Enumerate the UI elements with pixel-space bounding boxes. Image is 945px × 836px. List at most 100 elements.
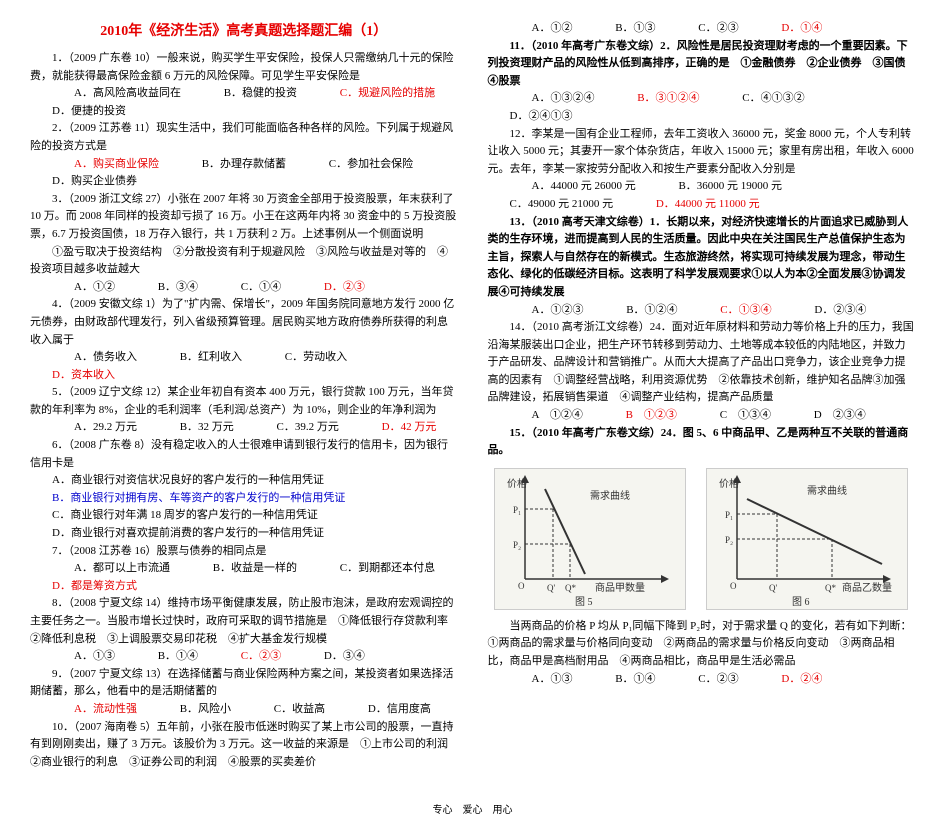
q4-opt-a: A．债务收入 xyxy=(52,349,137,367)
q7-opt-c: C．到期都还本付息 xyxy=(318,560,435,578)
q7-opt-b: B．收益是一样的 xyxy=(191,560,297,578)
q13-opt-a: A．①②③ xyxy=(510,302,584,320)
q4-text: 4．（2009 安徽文综 1）为了"扩内需、保增长"，2009 年国务院同意地方… xyxy=(30,296,458,349)
q12-opt-a: A．44000 元 26000 元 xyxy=(510,178,636,196)
chart-5: 价格 P₁ P₂ O Q' Q* 商品甲数量 需求曲线 图 5 xyxy=(494,468,686,610)
q1-opt-a: A．高风险高收益同在 xyxy=(52,85,181,103)
q15-opt-c: C．②③ xyxy=(676,671,738,689)
q9-opt-d: D．信用度高 xyxy=(346,701,431,719)
q14-opt-c: C ①③④ xyxy=(698,407,771,425)
q10-opt-b: B．①③ xyxy=(593,20,655,38)
q2-options: A．购买商业保险 B．办理存款储蓄 C．参加社会保险 D．购买企业债券 xyxy=(30,156,458,191)
q3-text: 3．（2009 浙江文综 27）小张在 2007 年将 30 万资金全部用于投资… xyxy=(30,191,458,244)
q13-opt-c: C．①③④ xyxy=(698,302,771,320)
q9-opt-c: C．收益高 xyxy=(252,701,325,719)
q8-opt-a: A．①③ xyxy=(52,648,115,666)
q1-text: 1．（2009 广东卷 10）一般来说，购买学生平安保险，投保人只需缴纳几十元的… xyxy=(30,50,458,85)
q3-sub: ①盈亏取决于投资结构 ②分散投资有利于规避风险 ③风险与收益是对等的 ④投资项目… xyxy=(30,244,458,279)
chart5-ylabel: 价格 xyxy=(507,477,527,490)
q2-opt-b: B．办理存款储蓄 xyxy=(180,156,286,174)
q11-options: A．①③②④ B．③①②④ C．④①③② D．②④①③ xyxy=(488,90,916,125)
chart5-curve: 需求曲线 xyxy=(590,489,630,502)
svg-text:O: O xyxy=(518,581,525,591)
q10-opt-d: D．①④ xyxy=(759,20,822,38)
q12-opt-c: C．49000 元 21000 元 xyxy=(488,196,614,214)
chart6-curve: 需求曲线 xyxy=(807,484,847,497)
chart6-p2: P₂ xyxy=(725,535,733,545)
chart5-p2: P₂ xyxy=(513,540,521,550)
q4-opt-c: C．劳动收入 xyxy=(263,349,347,367)
q7-opt-d: D．都是筹资方式 xyxy=(30,578,137,596)
q9-opt-b: B．风险小 xyxy=(158,701,231,719)
q5-text: 5．（2009 辽宁文综 12）某企业年初自有资本 400 万元，银行贷款 10… xyxy=(30,384,458,419)
q1-opt-d: D．便捷的投资 xyxy=(30,103,126,121)
q2-opt-d: D．购买企业债券 xyxy=(30,173,137,191)
q14-opt-d: D ②③④ xyxy=(792,407,866,425)
chart6-ylabel: 价格 xyxy=(719,477,739,490)
q2-text: 2．（2009 江苏卷 11）现实生活中，我们可能面临各种各样的风险。下列属于规… xyxy=(30,120,458,155)
page-footer: 专心 爱心 用心 xyxy=(30,801,915,816)
chart6-q2: Q* xyxy=(825,583,836,593)
chart5-q1: Q' xyxy=(547,583,555,593)
q1-options: A．高风险高收益同在 B．稳健的投资 C．规避风险的措施 D．便捷的投资 xyxy=(30,85,458,120)
q5-options: A．29.2 万元 B．32 万元 C．39.2 万元 D．42 万元 xyxy=(30,419,458,437)
q11-opt-c: C．④①③② xyxy=(720,90,804,108)
q3-opt-a: A．①② xyxy=(52,279,115,297)
q11-opt-d: D．②④①③ xyxy=(488,108,573,126)
chart5-q2: Q* xyxy=(565,583,576,593)
q2-opt-c: C．参加社会保险 xyxy=(307,156,413,174)
q7-options: A．都可以上市流通 B．收益是一样的 C．到期都还本付息 D．都是筹资方式 xyxy=(30,560,458,595)
q14-opt-b: B ①②③ xyxy=(604,407,677,425)
page-container: 2010年《经济生活》高考真题选择题汇编（1） 1．（2009 广东卷 10）一… xyxy=(30,20,915,771)
q8-options: A．①③ B．①④ C．②③ D．③④ xyxy=(30,648,458,666)
q14-text: 14．（2010 高考浙江文综卷）24．面对近年原材料和劳动力等价格上升的压力，… xyxy=(488,319,916,407)
chart5-p1: P₁ xyxy=(513,505,521,515)
chart-6: 价格 P₁ P₂ O Q' Q* 商品乙数量 需求曲线 图 6 xyxy=(706,468,908,610)
q13-label: 13．（2010 高考天津文综卷）1．长期以来，对经济快速增长的片面追求已威胁到… xyxy=(488,216,909,298)
document-title: 2010年《经济生活》高考真题选择题汇编（1） xyxy=(30,20,458,40)
q15-opt-b: B．①④ xyxy=(593,671,655,689)
q4-opt-d: D．资本收入 xyxy=(30,367,115,385)
q15-opt-d: D．②④ xyxy=(759,671,822,689)
q8-opt-b: B．①④ xyxy=(136,648,198,666)
q13-options: A．①②③ B．①②④ C．①③④ D．②③④ xyxy=(488,302,916,320)
q4-opt-b: B．红利收入 xyxy=(158,349,242,367)
q9-opt-a: A．流动性强 xyxy=(52,701,137,719)
q15-opt-a: A．①③ xyxy=(510,671,573,689)
q11-opt-b: B．③①②④ xyxy=(615,90,699,108)
q11-opt-a: A．①③②④ xyxy=(510,90,595,108)
chart6-caption: 图 6 xyxy=(792,596,810,608)
q15-label: 15．（2010 年高考广东卷文综）24．图 5、6 中商品甲、乙是两种互不关联… xyxy=(488,427,909,457)
q6-line-a: A．商业银行对资信状况良好的客户发行的一种信用凭证 xyxy=(30,472,458,490)
q3-opt-c: C．①④ xyxy=(219,279,281,297)
q10-opt-c: C．②③ xyxy=(676,20,738,38)
chart6-p1: P₁ xyxy=(725,510,733,520)
q5-opt-b: B．32 万元 xyxy=(158,419,234,437)
q6-line-b: B．商业银行对拥有房、车等资产的客户发行的一种信用凭证 xyxy=(30,490,458,508)
q9-options: A．流动性强 B．风险小 C．收益高 D．信用度高 xyxy=(30,701,458,719)
q13-opt-b: B．①②④ xyxy=(604,302,677,320)
chart5-xlabel: 商品甲数量 xyxy=(595,581,645,594)
q5-opt-d: D．42 万元 xyxy=(360,419,437,437)
q12-opt-b: B．36000 元 19000 元 xyxy=(656,178,782,196)
q12-options: A．44000 元 26000 元 B．36000 元 19000 元 C．49… xyxy=(488,178,916,213)
q10-text: 10．（2007 海南卷 5）五年前，小张在股市低迷时购买了某上市公司的股票，一… xyxy=(30,719,458,772)
q15-text: 15．（2010 年高考广东卷文综）24．图 5、6 中商品甲、乙是两种互不关联… xyxy=(488,425,916,460)
q7-text: 7．（2008 江苏卷 16）股票与债券的相同点是 xyxy=(30,543,458,561)
q1-opt-b: B．稳健的投资 xyxy=(202,85,297,103)
q14-opt-a: A ①②④ xyxy=(510,407,583,425)
q6-line-c: C．商业银行对年满 18 周岁的客户发行的一种信用凭证 xyxy=(30,507,458,525)
q13-text: 13．（2010 高考天津文综卷）1．长期以来，对经济快速增长的片面追求已威胁到… xyxy=(488,214,916,302)
q15-options: A．①③ B．①④ C．②③ D．②④ xyxy=(488,671,916,689)
q8-opt-c: C．②③ xyxy=(219,648,281,666)
right-column: A．①② B．①③ C．②③ D．①④ 11．（2010 年高考广东卷文综）2．… xyxy=(488,20,916,771)
q7-opt-a: A．都可以上市流通 xyxy=(52,560,170,578)
q12-text: 12．李某是一国有企业工程师，去年工资收入 36000 元，奖金 8000 元，… xyxy=(488,126,916,179)
q3-opt-d: D．②③ xyxy=(302,279,365,297)
q6-line-d: D．商业银行对喜欢提前消费的客户发行的一种信用凭证 xyxy=(30,525,458,543)
q10-options: A．①② B．①③ C．②③ D．①④ xyxy=(488,20,916,38)
q8-opt-d: D．③④ xyxy=(302,648,365,666)
svg-text:O: O xyxy=(730,581,737,591)
q2-opt-a: A．购买商业保险 xyxy=(52,156,159,174)
q9-text: 9．（2007 宁夏文综 13）在选择储蓄与商业保险两种方案之间，某投资者如果选… xyxy=(30,666,458,701)
